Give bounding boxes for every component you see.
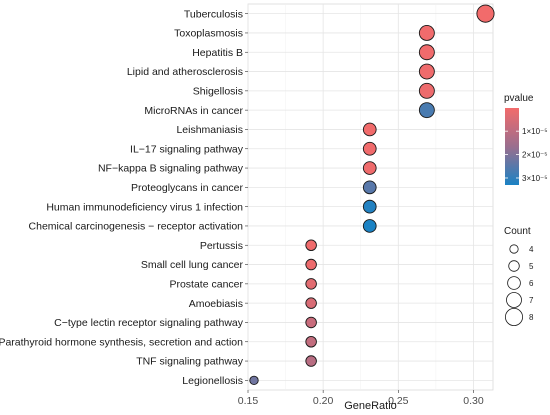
data-point [305,278,317,290]
count-legend-circle [504,307,523,326]
data-point [476,4,495,23]
x-tick-labels: 0.15 0.20 0.25 0.30 [238,390,484,407]
category-label: Leishmaniasis [176,124,243,136]
category-labels: Tuberculosis Toxoplasmosis Hepatitis B Lipi… [0,8,248,387]
data-point [362,122,377,137]
category-label: Toxoplasmosis [174,28,243,40]
category-label: Lipid and atherosclerosis [127,66,243,78]
count-legend-circle [507,276,521,290]
x-tick-label: 0.15 [238,395,259,407]
category-label: Chemical carcinogenesis − receptor activ… [29,221,244,233]
category-label: TNF signaling pathway [136,356,244,368]
data-point [418,63,435,80]
x-tick-label: 0.25 [388,395,409,407]
category-label: Hepatitis B [192,47,243,59]
data-point [418,25,435,41]
count-legend-label: 7 [529,296,534,305]
count-legend-circle [508,260,520,272]
pvalue-tick-label: 1×10⁻⁵ [522,127,548,136]
count-legend-label: 5 [529,262,534,271]
data-points [249,4,495,385]
data-point [362,199,377,214]
category-label: Small cell lung cancer [141,259,244,271]
count-legend-title: Count [504,226,531,237]
data-point [305,355,317,367]
data-point [305,239,317,251]
category-label: C−type lectin receptor signaling pathway [54,317,244,329]
x-tick-label: 0.20 [313,395,334,407]
count-legend-label: 6 [529,279,534,288]
category-label: Legionellosis [182,375,243,387]
data-point [305,297,317,309]
plot-panel [247,3,494,391]
legend: pvalue 1×10⁻⁵ 2×10⁻⁵ 3×10⁻⁵ Count 4 5 6 7 8 [504,93,548,326]
data-point [249,375,259,385]
data-point [418,102,435,119]
category-label: Tuberculosis [184,8,243,20]
data-point [418,44,435,61]
category-label: Parathyroid hormone synthesis, secretion… [0,336,243,348]
data-point [418,82,435,99]
category-label: Amoebiasis [189,298,243,310]
pvalue-legend-title: pvalue [504,93,534,104]
category-label: Proteoglycans in cancer [131,182,244,194]
data-point [305,316,317,329]
category-label: NF−kappa B signaling pathway [98,163,244,175]
pvalue-tick-label: 3×10⁻⁵ [522,174,548,183]
count-legend-items: 4 5 6 7 8 [504,244,534,326]
category-label: Shigellosis [193,85,243,97]
data-point [362,161,377,175]
data-point [362,180,377,195]
data-point [305,336,317,348]
pvalue-colorbar-ticks: 1×10⁻⁵ 2×10⁻⁵ 3×10⁻⁵ [505,127,548,183]
count-legend-circle [506,292,522,308]
pvalue-colorbar [505,108,519,185]
data-point [305,258,317,271]
category-label: IL−17 signaling pathway [130,143,244,155]
category-label: MicroRNAs in cancer [144,105,243,117]
category-label: Pertussis [200,240,243,252]
category-label: Human immunodeficiency virus 1 infection [46,201,243,213]
x-tick-label: 0.30 [463,395,484,407]
category-label: Prostate cancer [169,278,243,290]
data-point [362,219,377,233]
count-legend-circle [509,244,519,254]
count-legend-label: 8 [529,313,534,322]
pvalue-tick-label: 2×10⁻⁵ [522,151,548,160]
x-axis-title: GeneRatio [344,400,397,412]
count-legend-label: 4 [529,245,534,254]
data-point [362,141,377,156]
